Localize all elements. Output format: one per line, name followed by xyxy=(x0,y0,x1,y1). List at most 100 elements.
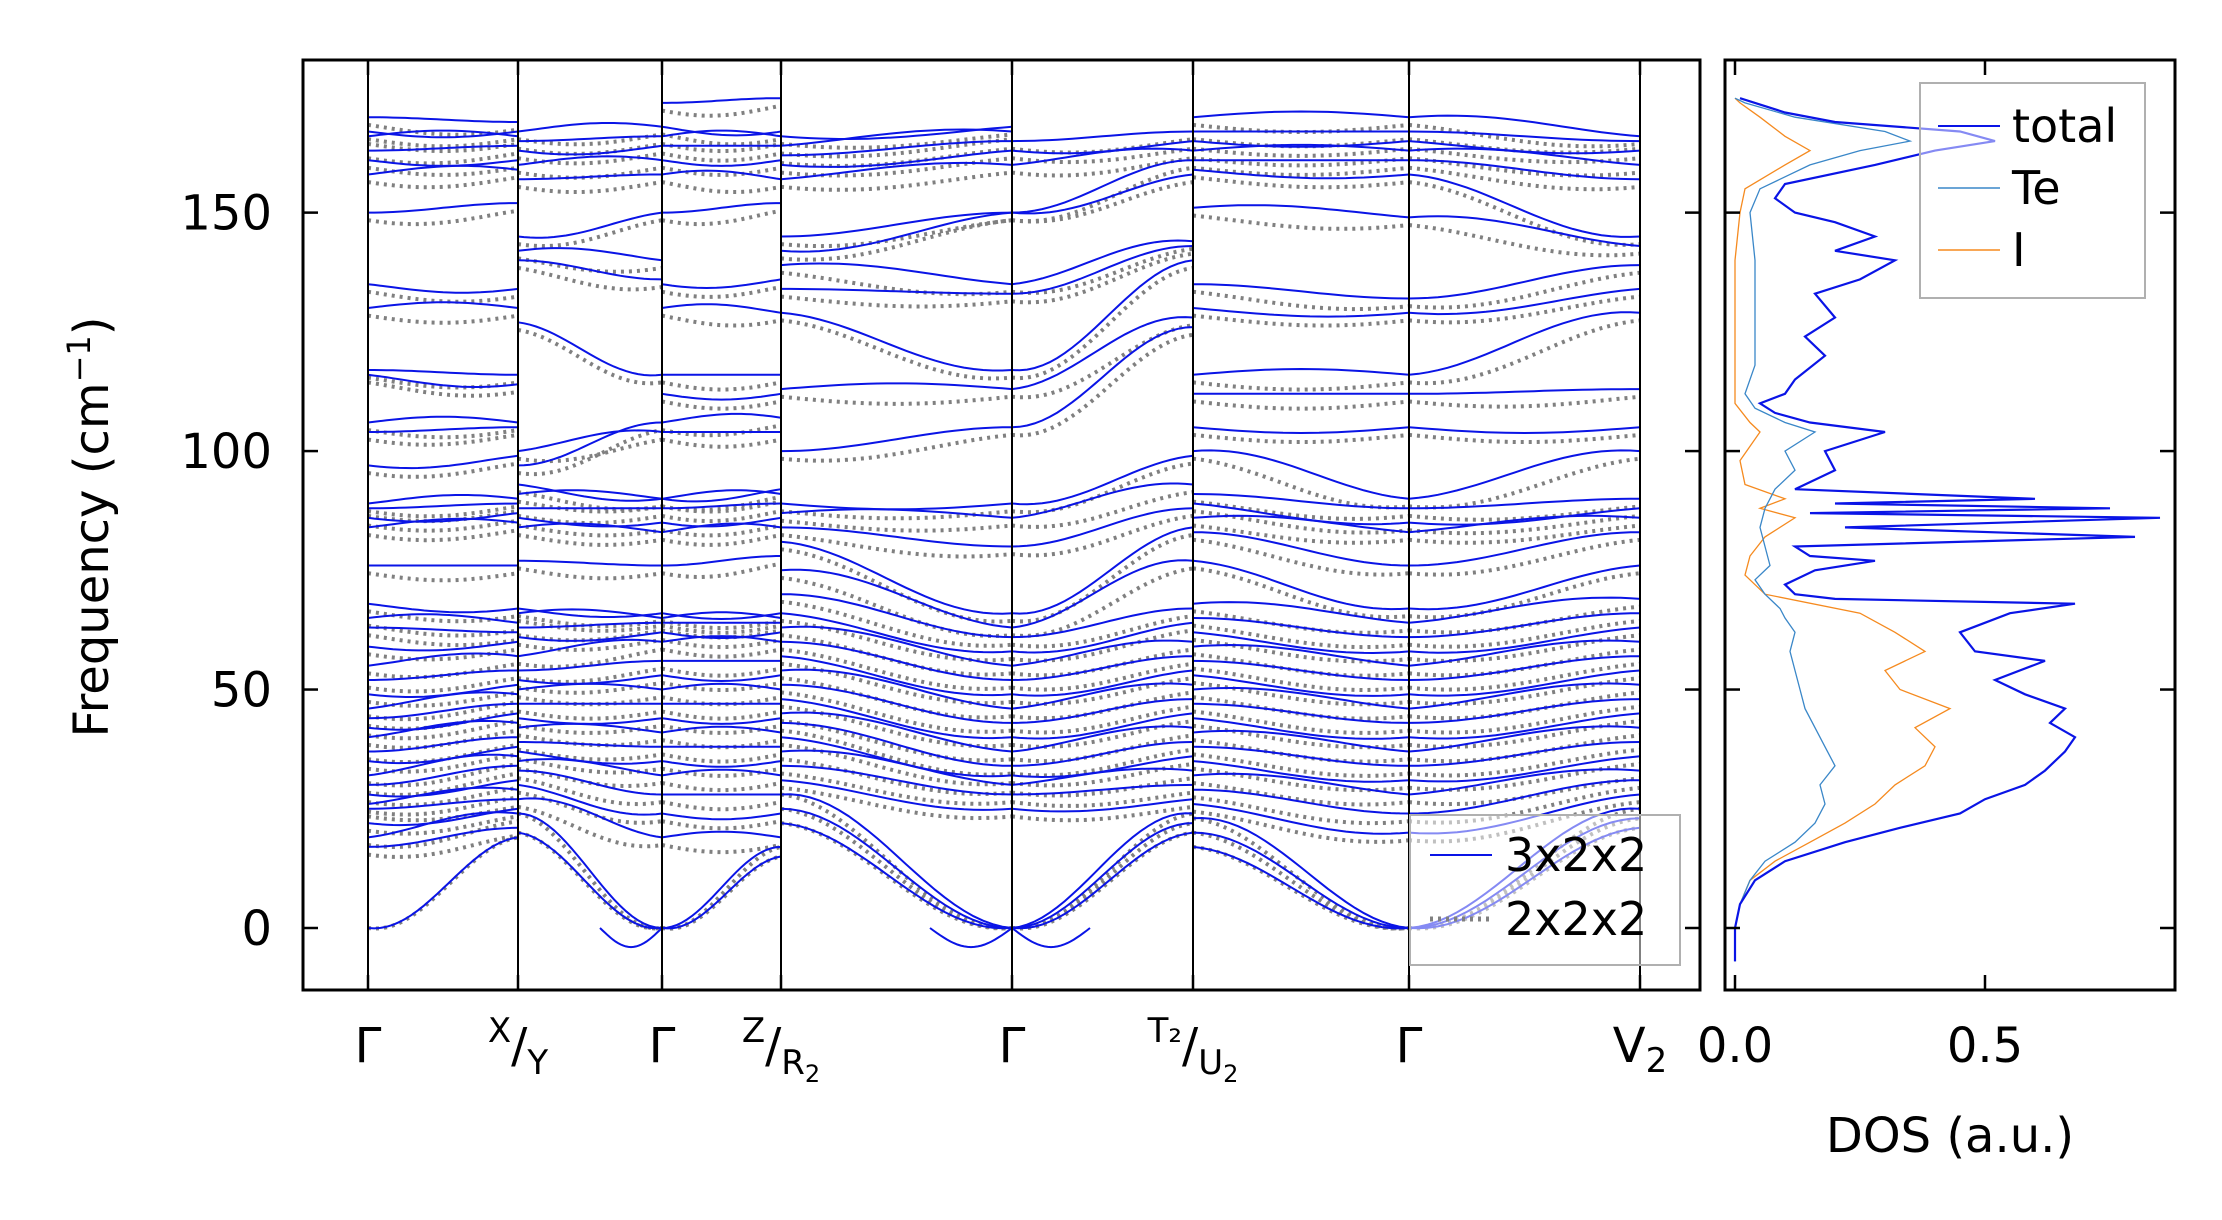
band-branch-3x2x2 xyxy=(517,144,663,156)
band-branch-2x2x2 xyxy=(1408,223,1641,258)
band-branch-2x2x2 xyxy=(780,547,1013,624)
band-branch-3x2x2 xyxy=(1011,607,1194,639)
band-branch-2x2x2 xyxy=(780,394,1013,406)
band-branch-3x2x2 xyxy=(780,262,1013,286)
band-branch-3x2x2 xyxy=(661,674,782,683)
band-branch-3x2x2 xyxy=(1192,426,1410,435)
band-branch-3x2x2 xyxy=(1408,639,1641,667)
band-branch-2x2x2 xyxy=(1408,513,1641,536)
band-branch-3x2x2 xyxy=(1408,449,1641,500)
band-branch-3x2x2 xyxy=(1192,816,1410,929)
band-branch-3x2x2 xyxy=(661,522,782,534)
band-branch-2x2x2 xyxy=(367,833,519,859)
band-branch-2x2x2 xyxy=(661,180,782,194)
band-branch-3x2x2 xyxy=(1408,311,1641,376)
band-branch-3x2x2 xyxy=(1192,687,1410,710)
band-branch-3x2x2 xyxy=(1011,798,1194,813)
band-branch-3x2x2 xyxy=(1011,159,1194,214)
band-branch-3x2x2 xyxy=(1011,712,1194,740)
band-branch-2x2x2 xyxy=(517,265,663,292)
band-branch-3x2x2 xyxy=(1011,655,1194,681)
band-branch-3x2x2 xyxy=(1408,287,1641,316)
legend-label-total: total xyxy=(2012,99,2117,153)
band-branch-3x2x2 xyxy=(517,797,663,839)
band-branch-3x2x2 xyxy=(1011,559,1194,629)
band-branch-2x2x2 xyxy=(1408,270,1641,310)
band-branch-3x2x2 xyxy=(367,652,519,667)
band-branch-3x2x2 xyxy=(367,798,519,810)
band-branch-3x2x2 xyxy=(1011,669,1194,697)
band-branch-2x2x2 xyxy=(1011,614,1194,649)
band-branch-3x2x2 xyxy=(1408,779,1641,815)
band-branch-2x2x2 xyxy=(367,151,519,166)
band-branch-3x2x2 xyxy=(1192,204,1410,219)
band-branch-3x2x2 xyxy=(1011,482,1194,519)
band-branch-2x2x2 xyxy=(661,752,782,764)
band-branch-3x2x2 xyxy=(517,321,663,377)
band-branch-3x2x2 xyxy=(1011,239,1194,286)
band-branch-2x2x2 xyxy=(780,146,1013,169)
band-branch-2x2x2 xyxy=(661,380,782,392)
band-branch-2x2x2 xyxy=(1408,165,1641,192)
band-branch-3x2x2 xyxy=(517,516,663,528)
band-branch-2x2x2 xyxy=(367,795,519,817)
band-branch-2x2x2 xyxy=(1408,571,1641,620)
band-branch-2x2x2 xyxy=(367,375,519,390)
band-branch-3x2x2 xyxy=(1408,564,1641,611)
band-branch-3x2x2 xyxy=(1192,559,1410,611)
band-branch-3x2x2 xyxy=(661,278,782,290)
band-branch-3x2x2 xyxy=(780,625,1013,667)
high-symmetry-label: V2 xyxy=(1613,1018,1667,1081)
band-branch-2x2x2 xyxy=(1011,490,1194,529)
band-branch-3x2x2 xyxy=(1192,659,1410,681)
band-branch-3x2x2 xyxy=(1192,729,1410,753)
band-branch-2x2x2 xyxy=(780,218,1013,249)
band-branch-3x2x2 xyxy=(929,927,1013,949)
band-lines-3x2x2 xyxy=(367,97,1641,949)
band-branch-3x2x2 xyxy=(780,655,1013,697)
band-branch-3x2x2 xyxy=(1011,783,1194,796)
band-branch-3x2x2 xyxy=(661,489,782,500)
band-branch-2x2x2 xyxy=(1408,537,1641,577)
band-branch-3x2x2 xyxy=(1409,388,1640,395)
band-branch-3x2x2 xyxy=(517,247,663,262)
band-branch-3x2x2 xyxy=(780,721,1013,767)
band-branch-3x2x2 xyxy=(518,559,662,567)
band-branch-2x2x2 xyxy=(780,132,1013,150)
band-branch-3x2x2 xyxy=(661,169,782,181)
band-branch-3x2x2 xyxy=(780,668,1013,710)
band-branch-2x2x2 xyxy=(1408,523,1641,545)
band-branch-3x2x2 xyxy=(780,426,1013,453)
band-branch-3x2x2 xyxy=(367,602,519,614)
band-branch-3x2x2 xyxy=(780,502,1013,511)
band-branch-3x2x2 xyxy=(1192,110,1410,119)
dos-x-tick-label: 0.5 xyxy=(1947,1018,2023,1074)
band-branch-3x2x2 xyxy=(1408,426,1641,435)
band-branch-3x2x2 xyxy=(1408,725,1641,753)
band-branch-2x2x2 xyxy=(1408,294,1641,325)
band-branch-2x2x2 xyxy=(1192,399,1410,411)
band-branch-3x2x2 xyxy=(780,698,1013,740)
band-branch-3x2x2 xyxy=(661,125,782,137)
band-branch-3x2x2 xyxy=(1408,626,1641,654)
band-branch-3x2x2 xyxy=(661,631,782,639)
band-branch-2x2x2 xyxy=(661,819,782,831)
band-branch-2x2x2 xyxy=(1011,690,1194,721)
band-branch-3x2x2 xyxy=(780,793,1013,929)
band-branch-2x2x2 xyxy=(1408,604,1641,635)
band-branch-2x2x2 xyxy=(1192,830,1410,931)
band-branch-2x2x2 xyxy=(1011,747,1194,778)
band-branch-2x2x2 xyxy=(517,776,663,807)
band-branch-3x2x2 xyxy=(780,711,1013,753)
band-branch-2x2x2 xyxy=(1192,289,1410,312)
band-branch-2x2x2 xyxy=(1408,504,1641,522)
band-branch-2x2x2 xyxy=(1011,661,1194,692)
band-branch-3x2x2 xyxy=(368,669,518,681)
band-branch-2x2x2 xyxy=(517,180,663,194)
band-branch-2x2x2 xyxy=(1192,566,1410,620)
band-branch-3x2x2 xyxy=(1011,173,1194,215)
band-branch-3x2x2 xyxy=(367,807,519,827)
band-branch-2x2x2 xyxy=(367,835,519,931)
band-branch-3x2x2 xyxy=(367,640,519,652)
band-branch-2x2x2 xyxy=(1011,332,1194,438)
